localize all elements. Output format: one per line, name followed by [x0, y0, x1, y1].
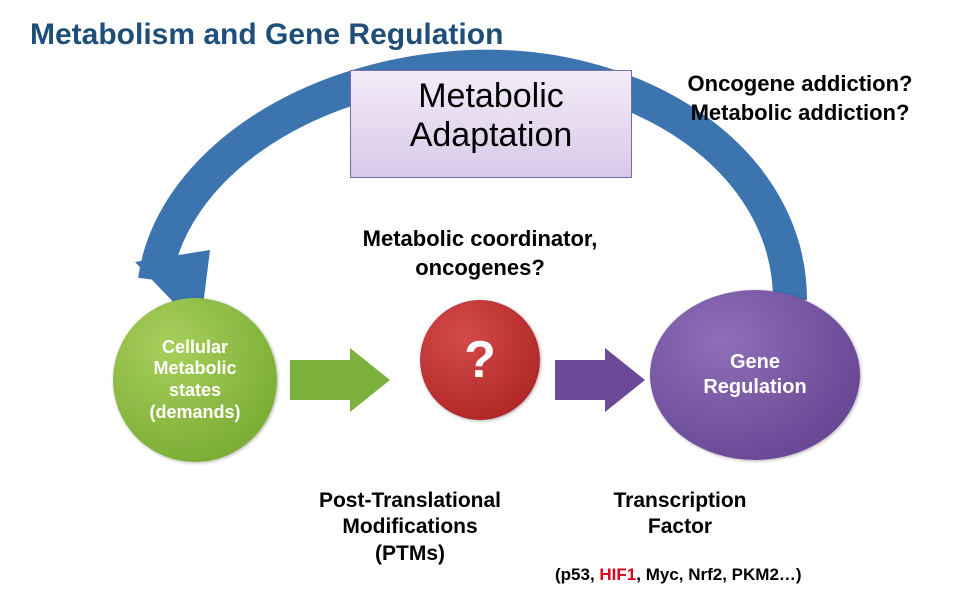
- cellular-line2: Metabolic: [149, 358, 240, 380]
- question-node: ?: [420, 300, 540, 420]
- gene-regulation-line2: Regulation: [703, 375, 806, 400]
- tf-line2: Factor: [570, 514, 790, 540]
- tf-examples-suffix: , Myc, Nrf2, PKM2…): [636, 565, 801, 584]
- metabolic-adaptation-line2: Adaptation: [351, 116, 631, 155]
- metabolic-coordinator-annot: Metabolic coordinator, oncogenes?: [340, 225, 620, 282]
- metabolic-adaptation-line1: Metabolic: [351, 77, 631, 116]
- tf-examples-highlight: HIF1: [599, 565, 636, 584]
- oncogene-addiction-line2: Metabolic addiction?: [650, 99, 950, 128]
- ptm-line2: Modifications: [280, 514, 540, 540]
- tf-examples-prefix: (p53,: [555, 565, 599, 584]
- arrow-cellular-to-question: [290, 348, 390, 412]
- gene-regulation-line1: Gene: [703, 350, 806, 375]
- page-title: Metabolism and Gene Regulation: [30, 18, 503, 52]
- arrow-question-to-gene: [555, 348, 645, 412]
- cellular-line1: Cellular: [149, 337, 240, 359]
- oncogene-addiction-line1: Oncogene addiction?: [650, 70, 950, 99]
- tf-examples: (p53, HIF1, Myc, Nrf2, PKM2…): [555, 565, 802, 585]
- ptm-label: Post-Translational Modifications (PTMs): [280, 488, 540, 567]
- tf-label: Transcription Factor: [570, 488, 790, 541]
- ptm-line1: Post-Translational: [280, 488, 540, 514]
- metabolic-coordinator-line1: Metabolic coordinator,: [340, 225, 620, 254]
- cellular-metabolic-states-node: Cellular Metabolic states (demands): [113, 298, 277, 462]
- metabolic-coordinator-line2: oncogenes?: [340, 254, 620, 283]
- question-mark: ?: [458, 324, 502, 396]
- arrow1-shaft: [290, 360, 350, 400]
- metabolic-adaptation-box: Metabolic Adaptation: [350, 70, 632, 178]
- arrow2-head-icon: [605, 348, 645, 412]
- oncogene-addiction-annot: Oncogene addiction? Metabolic addiction?: [650, 70, 950, 127]
- gene-regulation-node: Gene Regulation: [650, 290, 860, 460]
- cellular-line4: (demands): [149, 402, 240, 424]
- cellular-line3: states: [149, 380, 240, 402]
- arrow2-shaft: [555, 360, 605, 400]
- arrow1-head-icon: [350, 348, 390, 412]
- ptm-line3: (PTMs): [280, 541, 540, 567]
- tf-line1: Transcription: [570, 488, 790, 514]
